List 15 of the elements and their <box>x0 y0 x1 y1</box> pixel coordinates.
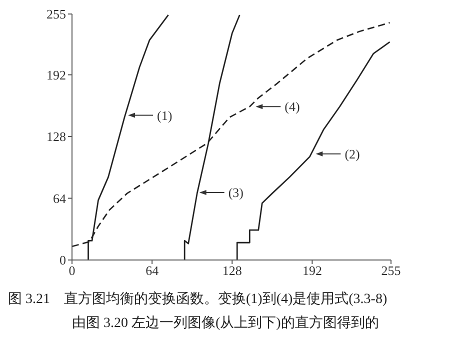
x-tick-label: 64 <box>146 263 160 278</box>
x-tick-label: 255 <box>381 263 401 278</box>
y-tick-label: 128 <box>46 129 66 144</box>
annotation: (2) <box>344 146 360 162</box>
text: 由图 3.20 左边一列图像(从上到下)的直方图得到的 <box>72 314 379 332</box>
x-tick-label: 192 <box>302 263 322 278</box>
y-tick-label: 192 <box>46 67 66 82</box>
x-tick-label: 128 <box>222 263 242 278</box>
annotation: (3) <box>228 184 244 200</box>
y-tick-label: 255 <box>46 6 66 22</box>
caption: 图 3.21 直方图均衡的变换函数。变换(1)到(4)是使用式(3.3-8) <box>8 290 388 308</box>
annotation: (1) <box>157 108 172 123</box>
annotation: (4) <box>284 99 300 114</box>
y-tick-label: 0 <box>60 252 66 268</box>
y-tick-label: 64 <box>53 190 66 206</box>
